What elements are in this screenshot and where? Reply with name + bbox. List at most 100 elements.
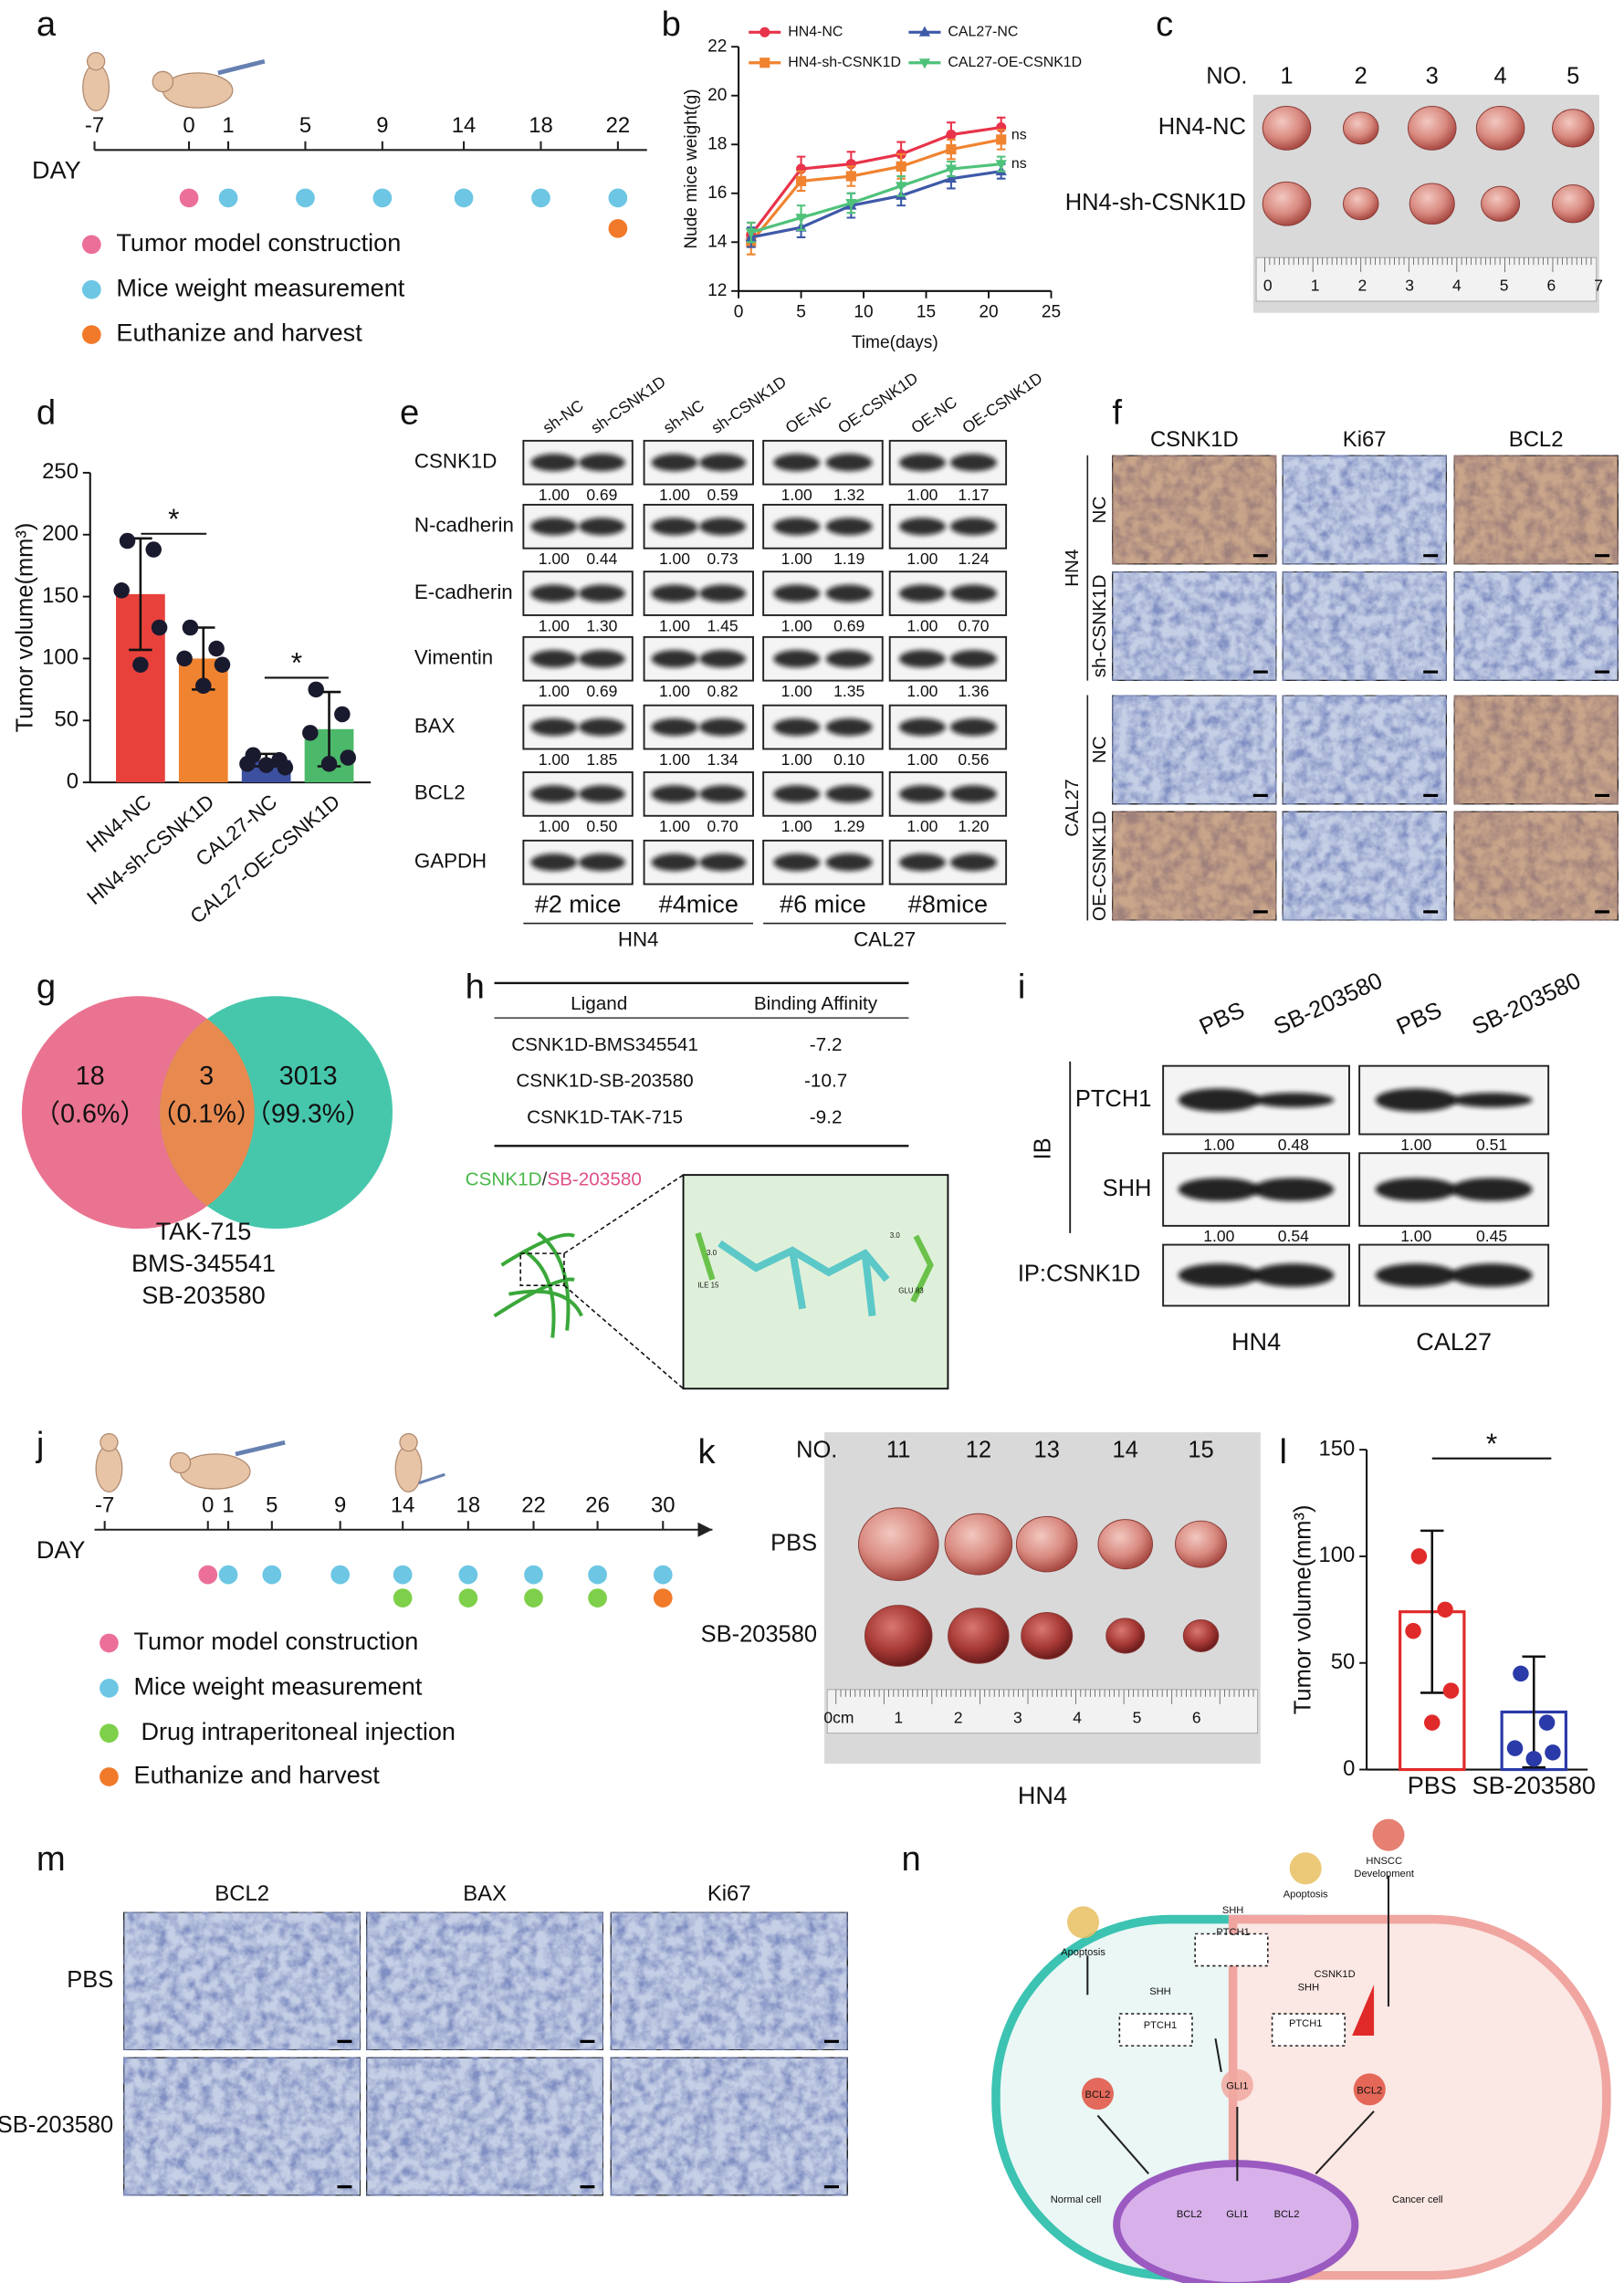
ihc-image bbox=[1111, 454, 1278, 566]
helix bbox=[508, 1289, 583, 1317]
blot-row-label: CSNK1D bbox=[414, 450, 497, 473]
data-point bbox=[1506, 1740, 1524, 1756]
blot-band bbox=[578, 718, 625, 737]
tumor bbox=[1342, 111, 1379, 145]
legend-text: Drug intraperitoneal injection bbox=[141, 1717, 456, 1745]
tumor bbox=[944, 1513, 1013, 1576]
residue-label: GLU 83 bbox=[898, 1287, 924, 1295]
zoom-box bbox=[682, 1174, 949, 1390]
diagram-label: HNSCC bbox=[1366, 1856, 1402, 1867]
timeline-dot bbox=[296, 188, 315, 208]
legend-label: HN4-NC bbox=[788, 25, 843, 40]
data-point bbox=[302, 725, 319, 741]
data-point bbox=[214, 656, 231, 673]
diagram-blob bbox=[1289, 1852, 1322, 1885]
timeline-dot bbox=[218, 188, 238, 208]
data-point bbox=[119, 532, 136, 550]
legend-dot bbox=[100, 1678, 119, 1698]
data-point bbox=[945, 173, 958, 183]
blot-band bbox=[773, 518, 821, 536]
ihc-column-label: BAX bbox=[463, 1881, 507, 1906]
ligand-stick bbox=[718, 1240, 890, 1317]
blot-band bbox=[825, 454, 873, 472]
ihc-image bbox=[1452, 811, 1619, 922]
blot-quant: 0.70 bbox=[958, 616, 989, 634]
blot-quant: 1.35 bbox=[833, 682, 864, 700]
data-point bbox=[946, 129, 957, 141]
ruler bbox=[1255, 257, 1598, 302]
blot-band bbox=[1375, 1178, 1457, 1201]
legend-label: HN4-sh-CSNK1D bbox=[788, 55, 901, 70]
data-point bbox=[845, 171, 856, 182]
ihc-image bbox=[1281, 454, 1448, 566]
day-tick-label: -7 bbox=[85, 113, 104, 138]
timeline-dot bbox=[262, 1565, 282, 1585]
row-label: HN4-NC bbox=[1158, 114, 1246, 140]
blot-quant: 1.19 bbox=[833, 550, 864, 568]
blot-band bbox=[530, 718, 578, 737]
group-label: HN4 bbox=[1062, 550, 1083, 587]
ruler-number: 7 bbox=[1594, 277, 1603, 295]
blot-band bbox=[1375, 1263, 1457, 1287]
blot-band bbox=[1375, 1088, 1457, 1112]
ruler-number: 0cm bbox=[823, 1708, 854, 1726]
timeline-dot bbox=[531, 188, 550, 208]
day-tick-label: 18 bbox=[529, 113, 553, 138]
legend-text: Tumor model construction bbox=[134, 1627, 419, 1655]
blot-quant: 1.32 bbox=[833, 486, 864, 504]
mouse-label: #6 mice bbox=[780, 890, 866, 918]
blot-band bbox=[1451, 1093, 1533, 1108]
legend-dot bbox=[81, 279, 101, 299]
timeline-dot bbox=[179, 188, 199, 208]
panel-letter: n bbox=[901, 1839, 920, 1879]
bond-distance: 3.0 bbox=[890, 1231, 901, 1240]
blot-quant: 1.00 bbox=[1400, 1227, 1431, 1245]
blot-quant: 1.00 bbox=[1400, 1136, 1431, 1154]
blot-band bbox=[1451, 1178, 1533, 1201]
series-line bbox=[750, 162, 1001, 235]
data-point bbox=[896, 161, 906, 172]
legend-marker bbox=[918, 58, 931, 69]
blot-quant: 1.00 bbox=[906, 616, 938, 634]
residue-label: ILE 15 bbox=[697, 1281, 719, 1289]
sample-number: 5 bbox=[1566, 63, 1579, 89]
data-point bbox=[996, 134, 1007, 145]
x-axis-label: Time(days) bbox=[852, 333, 938, 352]
ihc-image bbox=[1281, 811, 1448, 922]
timeline-dot bbox=[454, 188, 474, 208]
timeline-dot bbox=[588, 1588, 607, 1608]
helix bbox=[500, 1232, 575, 1267]
diagram-label: Apoptosis bbox=[1283, 1889, 1328, 1900]
venn-overlap bbox=[160, 1019, 255, 1207]
blot-quant: 1.00 bbox=[906, 550, 938, 568]
table-cell: -7.2 bbox=[810, 1034, 843, 1055]
blot-column-label: OE-NC bbox=[782, 393, 835, 437]
diagram-label: BCL2 bbox=[1085, 2089, 1111, 2100]
table-cell: -9.2 bbox=[810, 1106, 843, 1127]
drug-name: BMS-345541 bbox=[131, 1249, 276, 1277]
data-point bbox=[1525, 1751, 1543, 1767]
data-point bbox=[151, 619, 168, 636]
data-point bbox=[145, 541, 162, 558]
blot-band bbox=[773, 650, 821, 668]
sample-number: 2 bbox=[1355, 63, 1367, 89]
blot-band bbox=[773, 718, 821, 737]
diagram-label: PTCH1 bbox=[1216, 1927, 1249, 1938]
zoom-line bbox=[563, 1284, 685, 1389]
panel-letter: k bbox=[697, 1432, 716, 1471]
blot-quant: 1.00 bbox=[659, 616, 690, 634]
ihc-column-label: BCL2 bbox=[215, 1881, 269, 1906]
timeline-dot bbox=[458, 1565, 478, 1585]
day-label: DAY bbox=[37, 1535, 86, 1564]
ihc-image bbox=[1111, 694, 1278, 805]
blot-band bbox=[949, 718, 997, 737]
data-point bbox=[1545, 1744, 1561, 1761]
data-point bbox=[308, 681, 324, 698]
annotation: ns bbox=[1011, 127, 1027, 142]
y-tick-label: 16 bbox=[707, 183, 727, 203]
tumor bbox=[1475, 106, 1525, 151]
blot-quant: 1.00 bbox=[539, 750, 570, 769]
blot-band bbox=[898, 854, 946, 872]
